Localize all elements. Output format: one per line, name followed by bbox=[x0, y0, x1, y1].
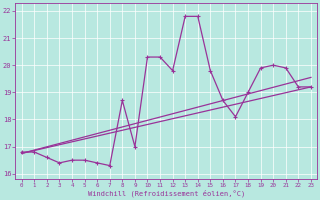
X-axis label: Windchill (Refroidissement éolien,°C): Windchill (Refroidissement éolien,°C) bbox=[88, 190, 245, 197]
